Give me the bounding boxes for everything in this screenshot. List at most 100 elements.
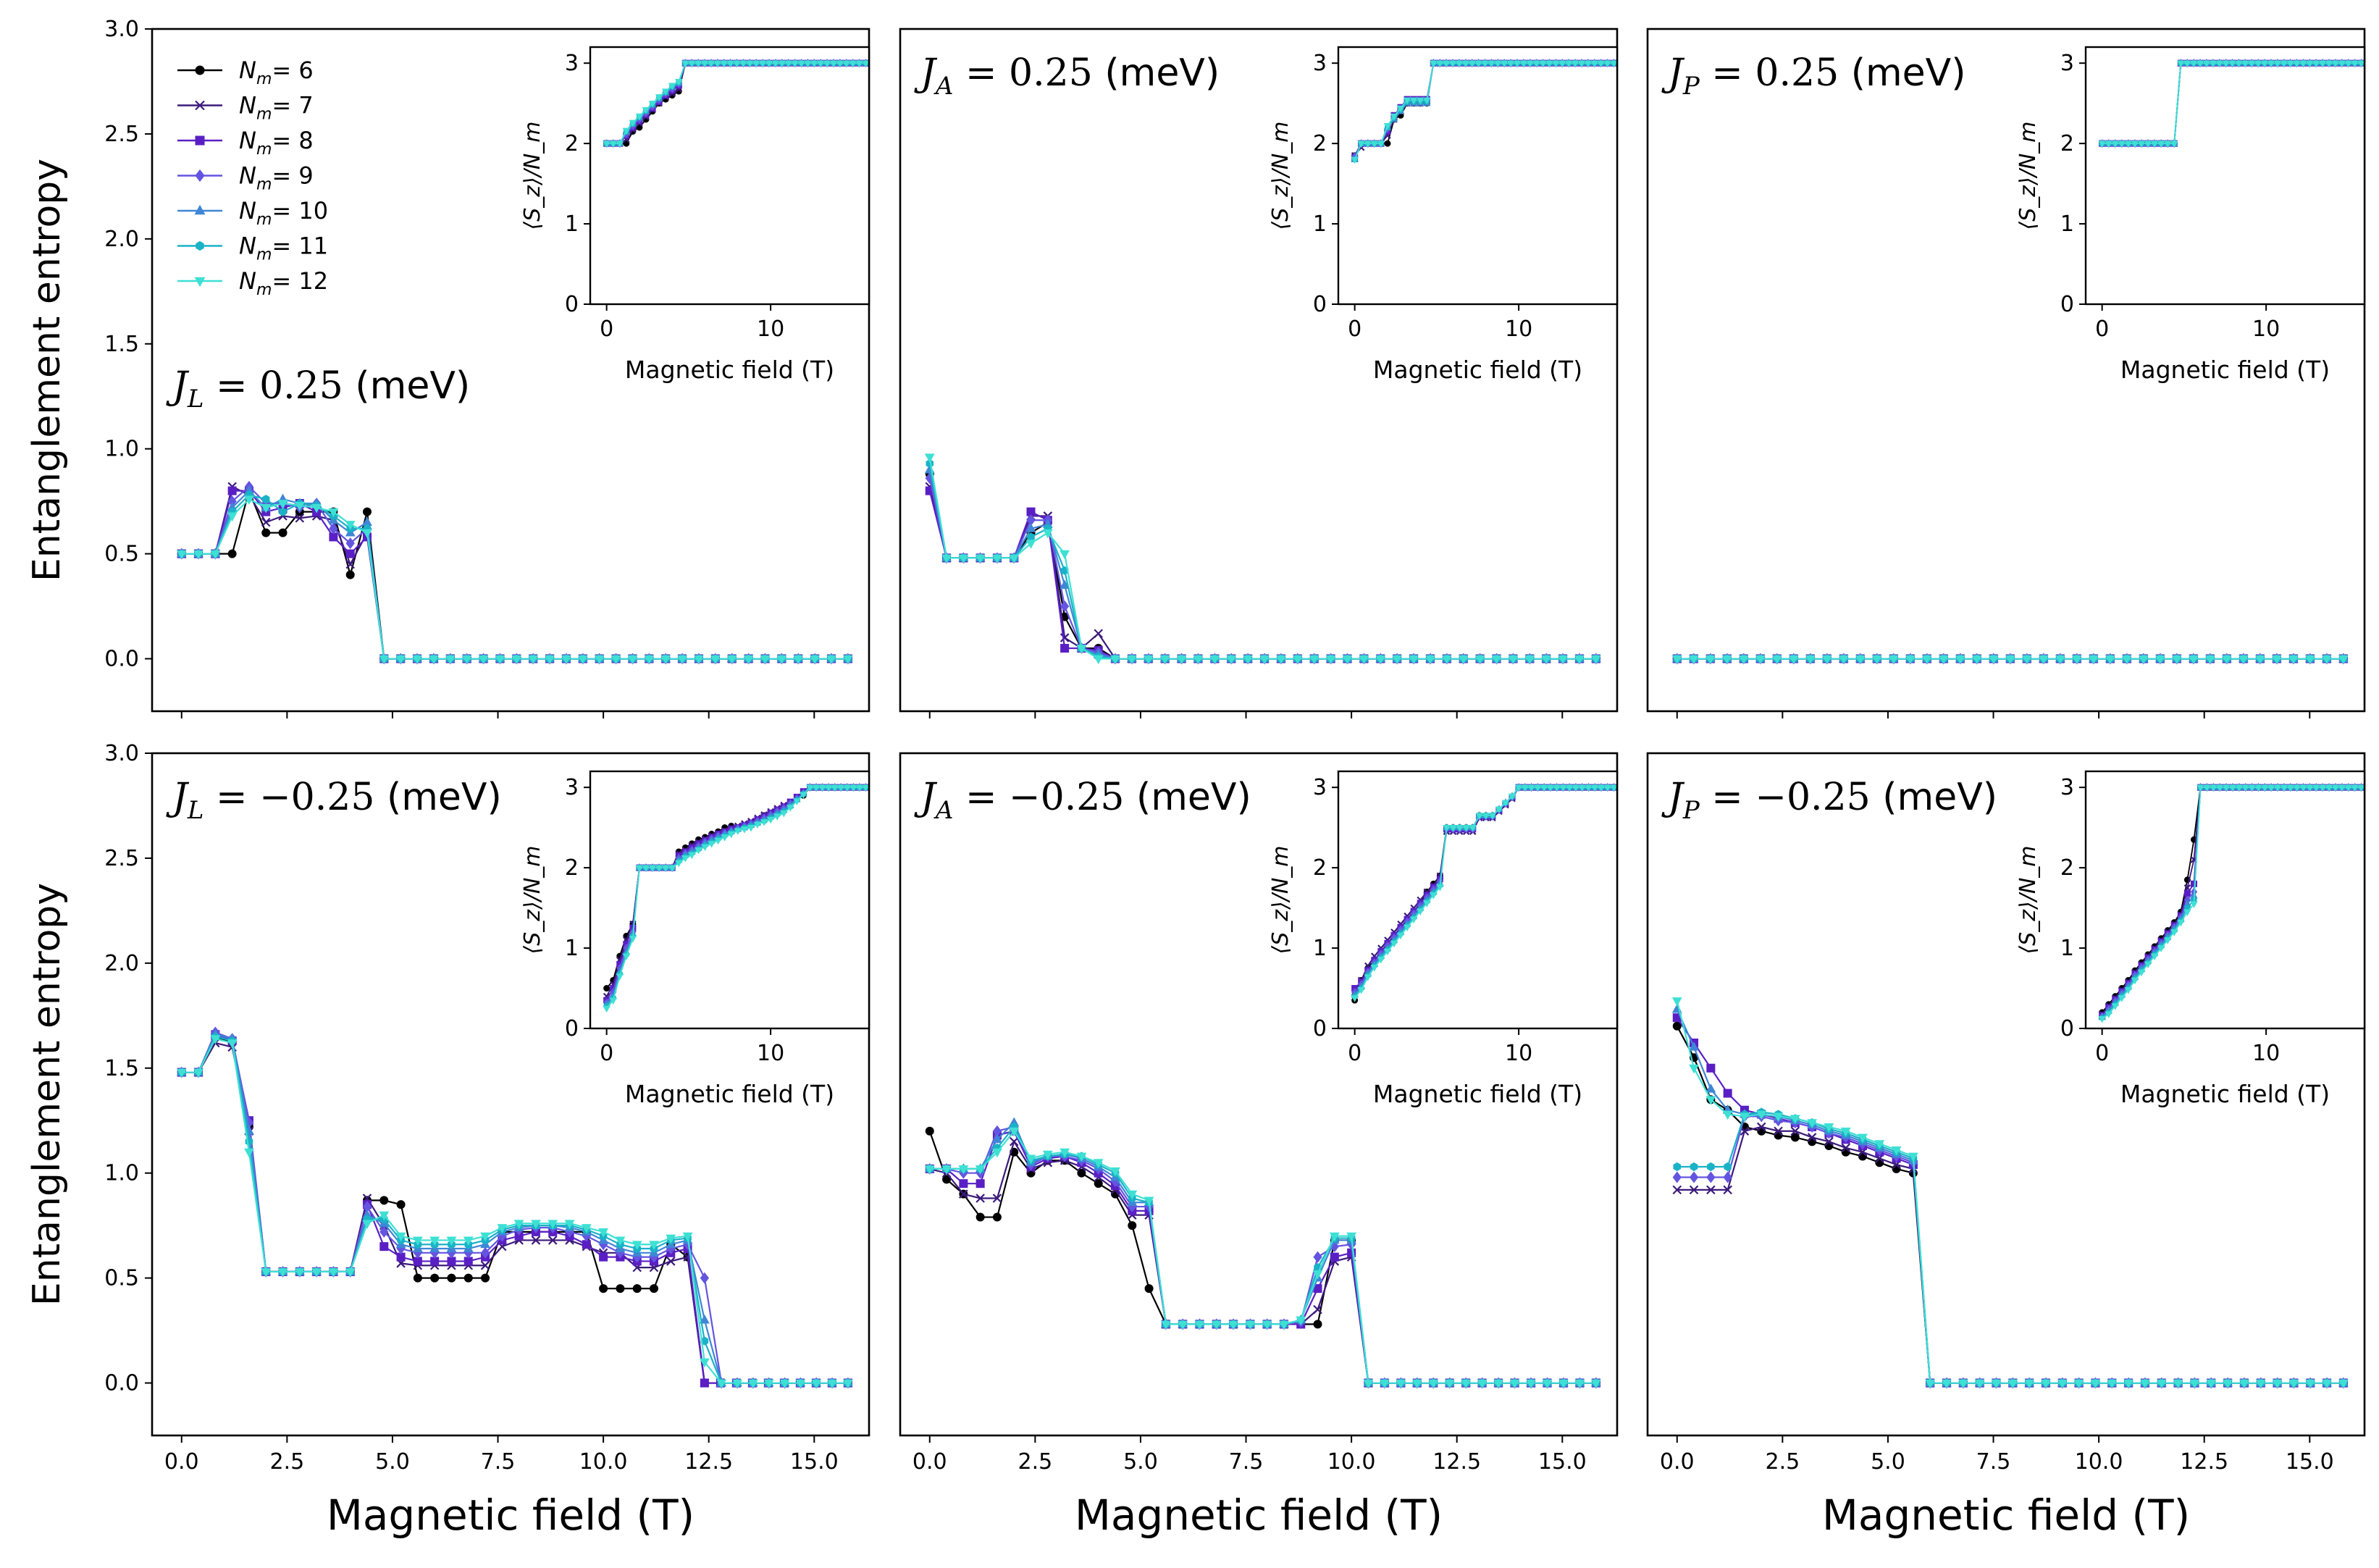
- inset-data-point: [2280, 60, 2288, 68]
- inset-data-point: [2267, 60, 2275, 68]
- inset-data-point: [1468, 60, 1476, 68]
- inset-data-point: [1416, 97, 1425, 105]
- inset-y-tick-label: 0: [1313, 292, 1327, 317]
- inset-data-point: [2105, 141, 2112, 148]
- data-point: [2188, 655, 2199, 665]
- data-point: [362, 529, 372, 539]
- data-point: [1375, 655, 1386, 665]
- inset-data-point: [771, 60, 780, 68]
- data-point: [311, 503, 322, 513]
- series-line: [1676, 1009, 2344, 1384]
- legend-item-7: Nm= 7: [177, 92, 314, 124]
- data-point: [1672, 1021, 1682, 1031]
- inset-bottom-left: 0 1 2 3 0 10 Magnetic field (T) ⟨S_z⟩/N_m: [520, 770, 870, 1108]
- inset-data-point: [694, 60, 702, 68]
- data-point: [975, 1179, 985, 1188]
- data-point: [616, 1284, 625, 1294]
- data-point: [445, 655, 456, 665]
- inset-data-point: [2273, 60, 2282, 68]
- inset-data-point: [2124, 141, 2133, 148]
- inset-data-point: [1610, 60, 1618, 68]
- series-line: [1676, 1017, 2344, 1384]
- data-point: [975, 554, 986, 564]
- data-point: [2071, 655, 2082, 665]
- data-point: [481, 1273, 490, 1283]
- inset-top-left: 0 1 2 3 0 10 Magnetic field (T) ⟨S_z⟩/N_m: [520, 46, 870, 384]
- inset-bottom-middle: 0 1 2 3 0 10 Magnetic field (T) ⟨S_z⟩/N_m: [1268, 770, 1619, 1108]
- data-point: [2105, 655, 2115, 665]
- x-tick-label: 2.5: [269, 1449, 304, 1475]
- inset-data-point: [1455, 60, 1464, 68]
- axes-frame: [899, 28, 1619, 713]
- panel-label: JA = 0.25 (meV): [914, 51, 1220, 101]
- series-line: [181, 494, 848, 660]
- data-point: [627, 655, 638, 665]
- inset-data-point: [829, 60, 838, 68]
- legend-item-8: Nm= 8: [177, 127, 314, 159]
- inset-data-point: [1494, 60, 1502, 68]
- data-point: [677, 655, 687, 665]
- inset-background: [590, 47, 869, 304]
- data-point: [463, 1273, 473, 1283]
- inset-data-point: [1409, 97, 1418, 105]
- data-point: [447, 1273, 456, 1283]
- inset-y-tick-label: 2: [2060, 131, 2074, 156]
- data-point: [1706, 1171, 1716, 1183]
- inset-y-tick-label: 1: [565, 936, 579, 961]
- legend-item-12: Nm= 12: [177, 267, 328, 299]
- inset-data-point: [1532, 60, 1540, 68]
- data-point: [1025, 523, 1036, 532]
- data-point: [1093, 655, 1104, 665]
- inset-data-point: [842, 60, 851, 68]
- inset-y-tick-label: 1: [2060, 211, 2074, 237]
- data-point: [710, 655, 721, 665]
- inset-x-tick-label: 0: [2095, 1041, 2109, 1066]
- data-point: [1060, 633, 1070, 642]
- inset-y-tick-label: 0: [565, 292, 579, 317]
- data-point: [1705, 1083, 1716, 1093]
- inset-data-point: [1500, 60, 1509, 68]
- data-point: [193, 550, 204, 560]
- inset-data-point: [1383, 123, 1392, 130]
- data-point: [1755, 655, 1766, 665]
- inset-data-point: [1351, 156, 1359, 164]
- data-point: [1128, 1221, 1137, 1230]
- inset-data-point: [2228, 60, 2236, 68]
- data-point: [1025, 540, 1036, 549]
- panel-top-middle: JA = 0.25 (meV) 0 1 2 3 0 10 Magnetic field (T)…: [899, 28, 1619, 718]
- axes-frame: [151, 28, 870, 713]
- data-point: [345, 559, 355, 569]
- inset-data-point: [688, 60, 696, 68]
- inset-x-axis-label: Magnetic field (T): [1373, 1080, 1582, 1108]
- inset-data-point: [635, 113, 644, 121]
- data-point: [1209, 655, 1220, 665]
- data-point: [295, 513, 305, 523]
- y-tick-label: 0.0: [104, 647, 139, 672]
- inset-data-point: [1448, 60, 1457, 68]
- data-point: [1276, 655, 1286, 665]
- inset-data-point: [2196, 60, 2204, 68]
- data-point: [1392, 655, 1403, 665]
- inset-data-point: [823, 60, 831, 68]
- inset-x-tick-label: 0: [2095, 316, 2109, 342]
- inset-y-tick-label: 1: [1313, 211, 1327, 237]
- data-point: [958, 554, 969, 564]
- data-point: [279, 507, 287, 516]
- series-11: [1673, 1107, 2348, 1388]
- y-axis-label: Entanglement entropy: [25, 883, 69, 1306]
- data-point: [1110, 655, 1120, 665]
- inset-data-point: [791, 60, 799, 68]
- inset-data-point: [2118, 141, 2126, 148]
- inset-x-tick-label: 0: [600, 316, 613, 342]
- x-tick-label: 10.0: [1327, 1449, 1376, 1475]
- inset-y-tick-label: 3: [2060, 51, 2074, 76]
- inset-series-12: [2098, 60, 2365, 148]
- data-point: [793, 655, 804, 665]
- x-tick-label: 5.0: [375, 1449, 410, 1475]
- inset-data-point: [1377, 141, 1385, 148]
- data-point: [1671, 655, 1682, 665]
- data-point: [2271, 655, 2282, 665]
- x-tick-label: 7.5: [1976, 1449, 2011, 1475]
- x-tick-label: 0.0: [1660, 1449, 1695, 1475]
